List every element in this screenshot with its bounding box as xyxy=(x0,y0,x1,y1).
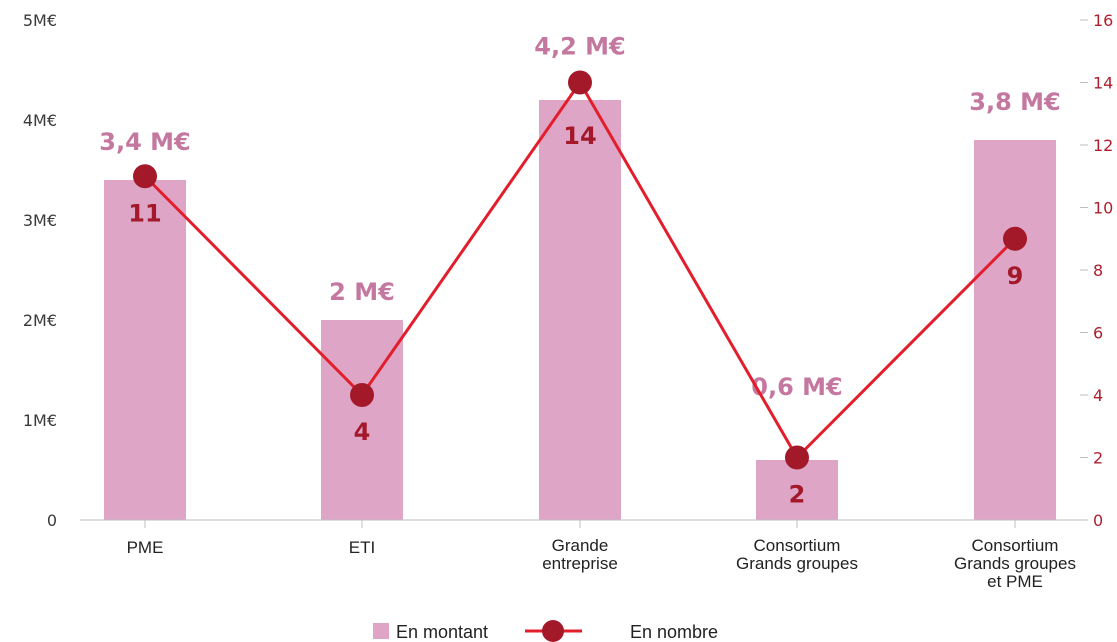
left-tick-label: 5M€ xyxy=(23,11,57,30)
right-tick-label: 4 xyxy=(1093,386,1103,405)
count-point xyxy=(350,383,374,407)
category-label: Consortium Grands groupes xyxy=(736,536,858,573)
count-line xyxy=(133,70,1027,470)
bar xyxy=(539,100,621,520)
left-tick-label: 1M€ xyxy=(23,411,57,430)
count-point xyxy=(568,70,592,95)
bar-value-label: 3,4 M€ xyxy=(99,128,190,156)
count-point xyxy=(785,445,809,470)
right-tick-label: 12 xyxy=(1093,136,1113,155)
bar xyxy=(756,460,838,520)
legend-swatch-bar xyxy=(373,623,389,639)
bar-value-labels: 3,4 M€ 2 M€ 4,2 M€ 0,6 M€ 3,8 M€ xyxy=(99,33,1060,402)
x-axis: PME ETI Grande entreprise Consortium Grands g… xyxy=(80,519,1080,591)
bar-value-label: 0,6 M€ xyxy=(751,373,842,401)
right-tick-label: 14 xyxy=(1093,74,1113,93)
legend: En montant En nombre xyxy=(373,620,718,642)
right-tick-label: 8 xyxy=(1093,261,1103,280)
bar-value-label: 2 M€ xyxy=(329,278,395,306)
right-tick-label: 0 xyxy=(1093,511,1103,530)
bar xyxy=(974,140,1056,520)
left-tick-label: 4M€ xyxy=(23,111,57,130)
left-tick-label: 0 xyxy=(47,511,57,530)
count-point xyxy=(133,164,157,189)
category-label: Grande entreprise xyxy=(542,536,618,573)
right-tick-label: 10 xyxy=(1093,199,1113,218)
right-axis: 0 2 4 6 8 10 12 14 16 xyxy=(1080,11,1113,530)
count-value-label: 9 xyxy=(1007,262,1024,290)
left-tick-label: 3M€ xyxy=(23,211,57,230)
bar xyxy=(104,180,186,520)
category-label: ETI xyxy=(349,538,375,557)
count-value-label: 11 xyxy=(128,199,161,227)
count-point xyxy=(1003,226,1027,251)
bars xyxy=(104,100,1056,520)
left-tick-label: 2M€ xyxy=(23,311,57,330)
legend-label-line: En nombre xyxy=(630,622,718,642)
right-tick-label: 2 xyxy=(1093,449,1103,468)
category-label: PME xyxy=(127,538,164,557)
count-value-label: 4 xyxy=(354,418,371,446)
right-tick-label: 16 xyxy=(1093,11,1113,30)
count-value-label: 2 xyxy=(789,481,806,509)
left-axis: 0 1M€ 2M€ 3M€ 4M€ 5M€ xyxy=(23,11,57,530)
right-tick-label: 6 xyxy=(1093,324,1103,343)
count-value-label: 14 xyxy=(563,122,596,150)
bar-value-label: 3,8 M€ xyxy=(969,88,1060,116)
category-label: Consortium Grands groupes et PME xyxy=(954,536,1076,591)
count-value-labels: 11 4 14 2 9 xyxy=(128,122,1023,509)
legend-marker xyxy=(542,620,564,642)
bar-value-label: 4,2 M€ xyxy=(534,33,625,61)
legend-label-bar: En montant xyxy=(396,622,488,642)
